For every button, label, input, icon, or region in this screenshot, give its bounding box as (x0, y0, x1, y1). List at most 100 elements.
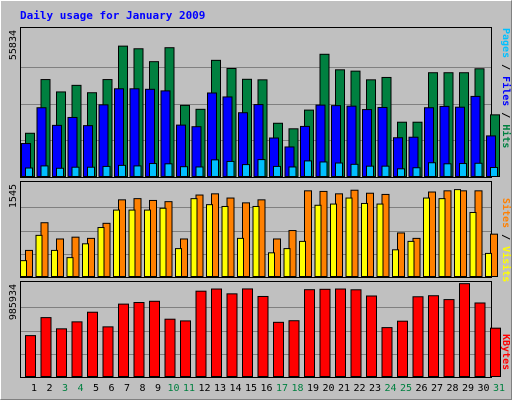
pages-bar (195, 166, 204, 177)
visits-bar (376, 203, 384, 277)
kbytes-bar (149, 300, 160, 377)
bars-layer (20, 45, 501, 378)
kbytes-bar (71, 321, 83, 378)
visits-bar (206, 204, 213, 278)
kbytes-bar (56, 328, 67, 377)
day-label: 10 (167, 383, 179, 394)
legend-files: Files (500, 76, 512, 106)
day-label: 25 (400, 383, 412, 394)
pages-bar (118, 164, 126, 177)
kbytes-bar (381, 327, 393, 378)
day-label: 30 (477, 383, 489, 394)
bottom-max-label: 985934 (8, 284, 19, 320)
kbytes-bar (459, 283, 470, 377)
day-label: 16 (260, 383, 272, 394)
kbytes-bar (242, 288, 253, 377)
pages-bar (443, 163, 452, 177)
day-label: 23 (369, 383, 381, 394)
visits-bar (128, 209, 136, 277)
pages-bar (397, 168, 405, 178)
visits-bar (469, 211, 477, 278)
day-label: 9 (155, 383, 161, 394)
top-panel-frame (20, 27, 492, 178)
kbytes-bar (164, 318, 176, 377)
visits-bar (190, 198, 198, 277)
day-label: 27 (431, 383, 443, 394)
day-label: 29 (462, 383, 474, 394)
day-label: 7 (124, 383, 130, 394)
visits-bar (407, 240, 415, 278)
day-label: 28 (446, 383, 458, 394)
pages-bar (211, 159, 219, 178)
pages-bar (319, 161, 328, 178)
files-bar (114, 88, 124, 177)
visits-bar (485, 252, 492, 278)
kbytes-bar (412, 296, 424, 377)
sites-bar (71, 236, 80, 278)
day-label: 6 (108, 383, 114, 394)
visits-bar (35, 234, 43, 277)
kbytes-bar (335, 288, 346, 377)
day-label: 8 (139, 383, 145, 394)
kbytes-bar (195, 290, 207, 377)
pages-bar (226, 160, 235, 178)
legend-visits: Visits (500, 246, 512, 282)
pages-bar (412, 167, 421, 177)
files-bar (98, 104, 109, 177)
pages-bar (87, 166, 95, 177)
pages-bar (164, 163, 173, 177)
pages-bar (350, 163, 359, 178)
visits-bar (20, 260, 27, 277)
day-label: 19 (307, 383, 319, 394)
visits-bar (66, 257, 74, 278)
visits-bar (392, 249, 399, 278)
visits-bar (438, 198, 446, 277)
pages-bar (304, 160, 312, 177)
kbytes-bar (397, 320, 408, 377)
kbytes-bar (474, 302, 486, 378)
day-label: 24 (384, 383, 396, 394)
visits-bar (283, 248, 291, 277)
pages-bar (366, 165, 374, 177)
kbytes-bar (304, 289, 315, 378)
day-label: 3 (62, 383, 68, 394)
visits-bar (82, 243, 89, 277)
legend-pages: Pages (500, 28, 511, 58)
day-label: 18 (291, 383, 303, 394)
files-bar (129, 88, 140, 177)
day-label: 21 (338, 383, 350, 394)
day-label: 14 (229, 383, 241, 394)
legend-kbytes: KBytes (500, 334, 511, 370)
visits-bar (314, 204, 322, 277)
day-label: 2 (46, 383, 52, 394)
kbytes-bar (273, 321, 284, 377)
legend-sites: Sites (500, 198, 512, 228)
kbytes-bar (257, 295, 269, 377)
legend-sep-1: / (500, 58, 511, 76)
middle-max-label: 1545 (8, 184, 19, 208)
day-label: 26 (415, 383, 427, 394)
day-label: 1 (31, 383, 37, 394)
kbytes-bar (490, 327, 501, 377)
pages-bar (474, 162, 483, 177)
visits-bar (423, 197, 430, 277)
pages-bar (102, 165, 111, 177)
kbytes-bar (443, 299, 455, 377)
visits-bar (175, 248, 182, 277)
legend-sep-3: / (500, 228, 511, 246)
kbytes-bar (133, 302, 145, 377)
pages-bar (25, 167, 33, 178)
pages-bar (459, 163, 467, 178)
pages-bar (71, 166, 80, 177)
day-label: 22 (353, 383, 365, 394)
visits-bar (159, 207, 167, 277)
day-label: 31 (493, 383, 505, 394)
day-label: 5 (93, 383, 99, 394)
visits-bar (113, 209, 120, 277)
kbytes-bar (428, 295, 439, 377)
pages-bar (288, 166, 297, 177)
visits-bar (345, 197, 353, 277)
x-axis-labels: 1 2 3 4 5 6 7 8 9 10 11 12 13 14 15 16 17 18 19 20 21 22 23 24 2… (31, 383, 505, 394)
visits-bar (361, 202, 368, 277)
